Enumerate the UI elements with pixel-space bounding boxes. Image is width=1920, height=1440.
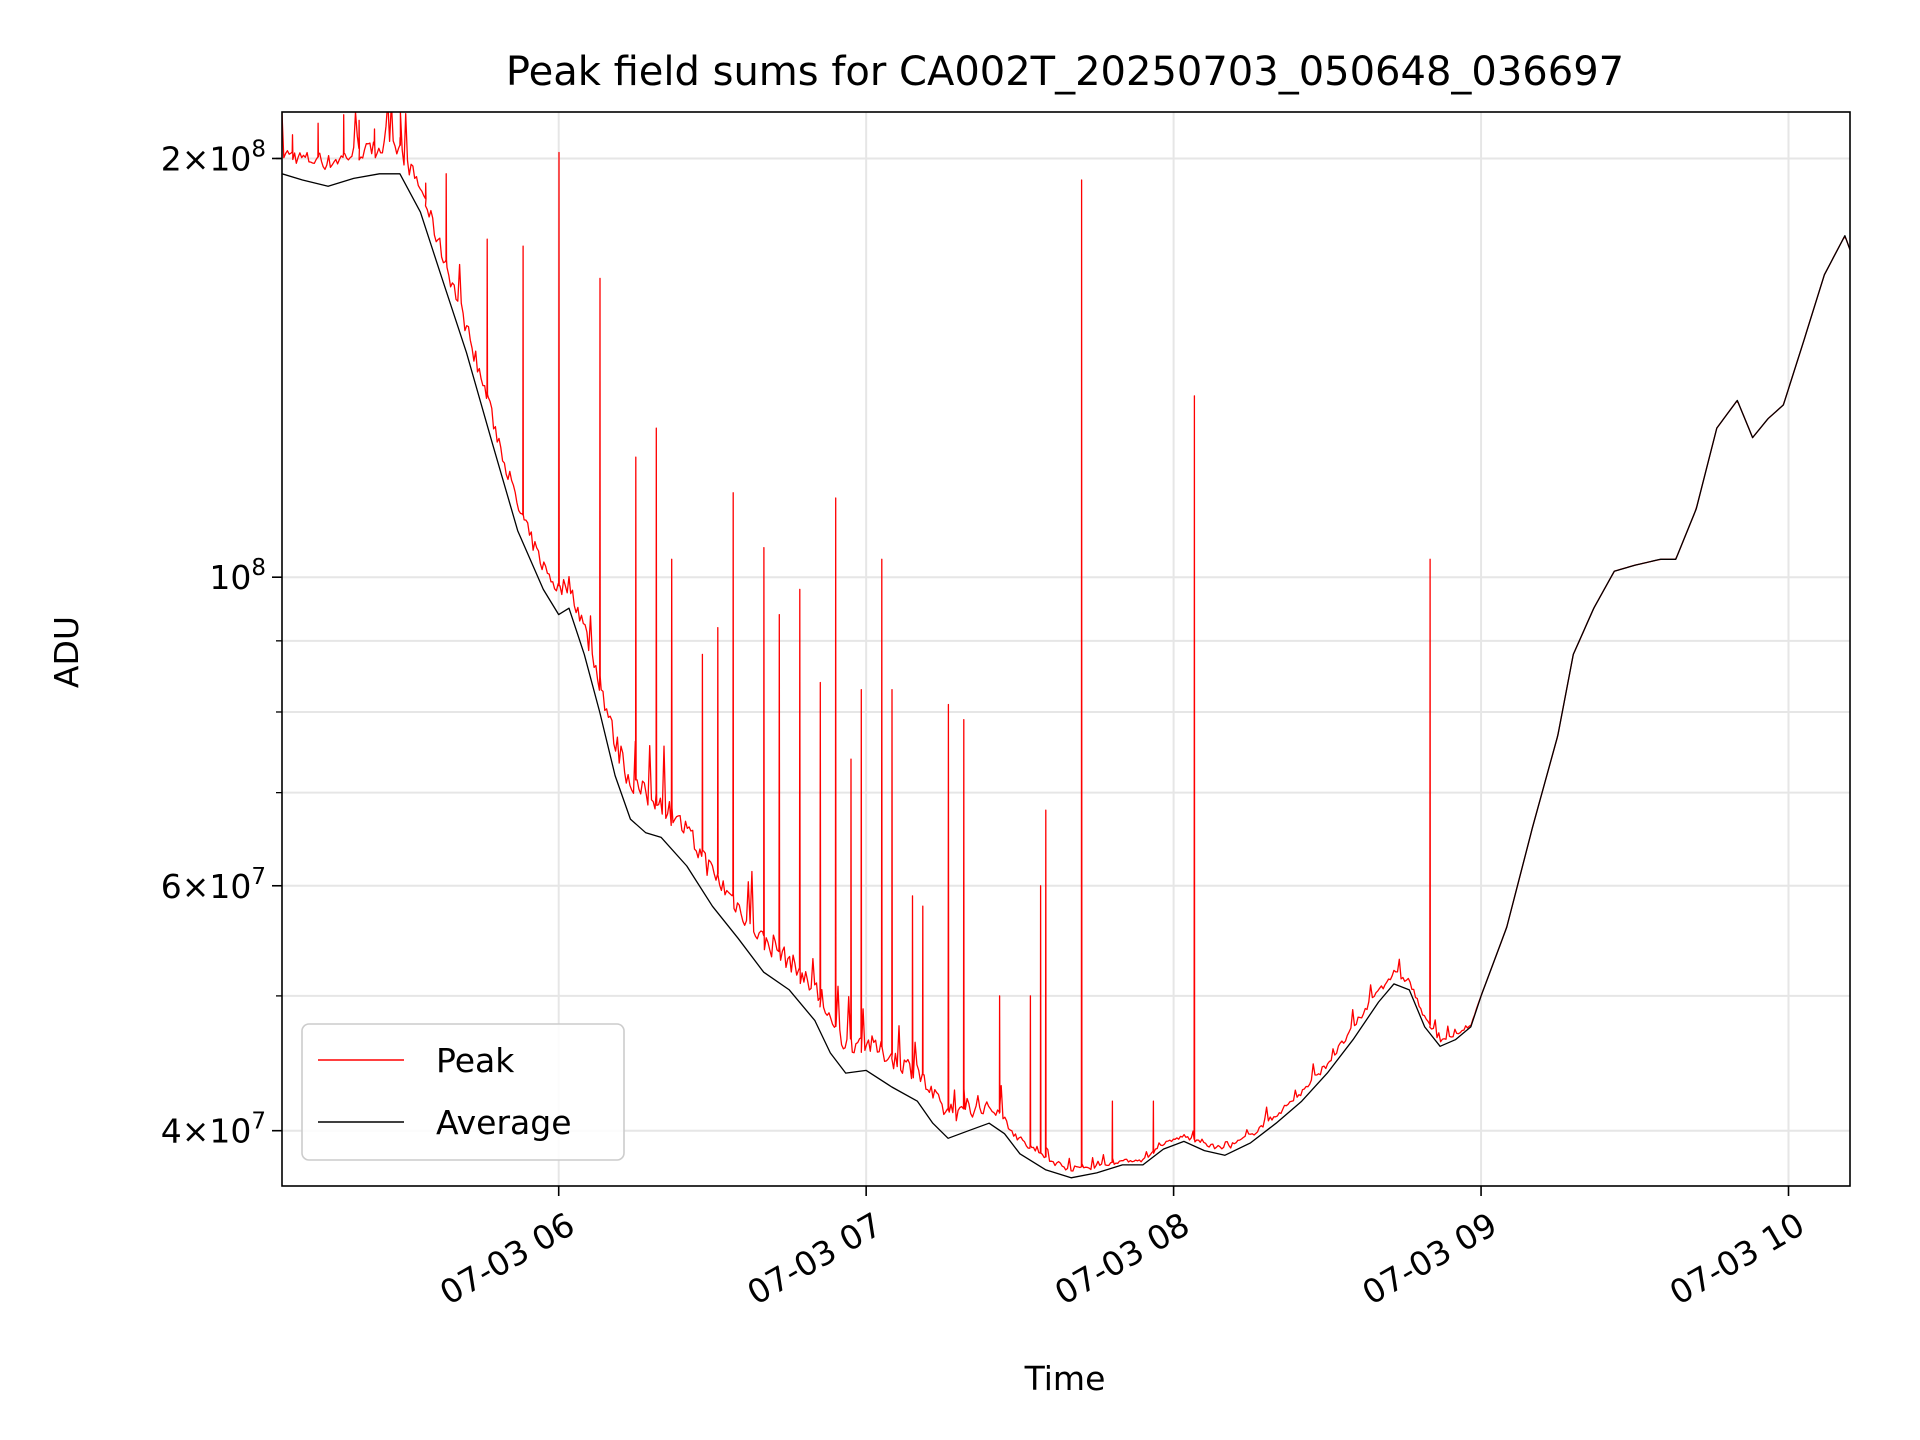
y-axis-label: ADU bbox=[47, 616, 86, 688]
y-tick-label: 4×107 bbox=[161, 1109, 266, 1151]
x-axis-label: Time bbox=[1024, 1359, 1106, 1398]
grid bbox=[282, 112, 1850, 1186]
series-line-average bbox=[282, 173, 1850, 1179]
y-tick-label: 6×107 bbox=[161, 864, 266, 906]
series-clip-group bbox=[282, 112, 1850, 1179]
series-layer bbox=[282, 112, 1850, 1179]
legend-label-average: Average bbox=[436, 1103, 572, 1142]
chart-title: Peak field sums for CA002T_20250703_0506… bbox=[506, 49, 1624, 95]
y-tick-label: 2×108 bbox=[161, 136, 266, 178]
plot-frame bbox=[281, 111, 1851, 1187]
legend-label-peak: Peak bbox=[436, 1041, 515, 1080]
y-tick-label: 108 bbox=[209, 555, 266, 597]
legend-box bbox=[301, 1023, 625, 1161]
legend: Peak Average bbox=[301, 1023, 625, 1161]
